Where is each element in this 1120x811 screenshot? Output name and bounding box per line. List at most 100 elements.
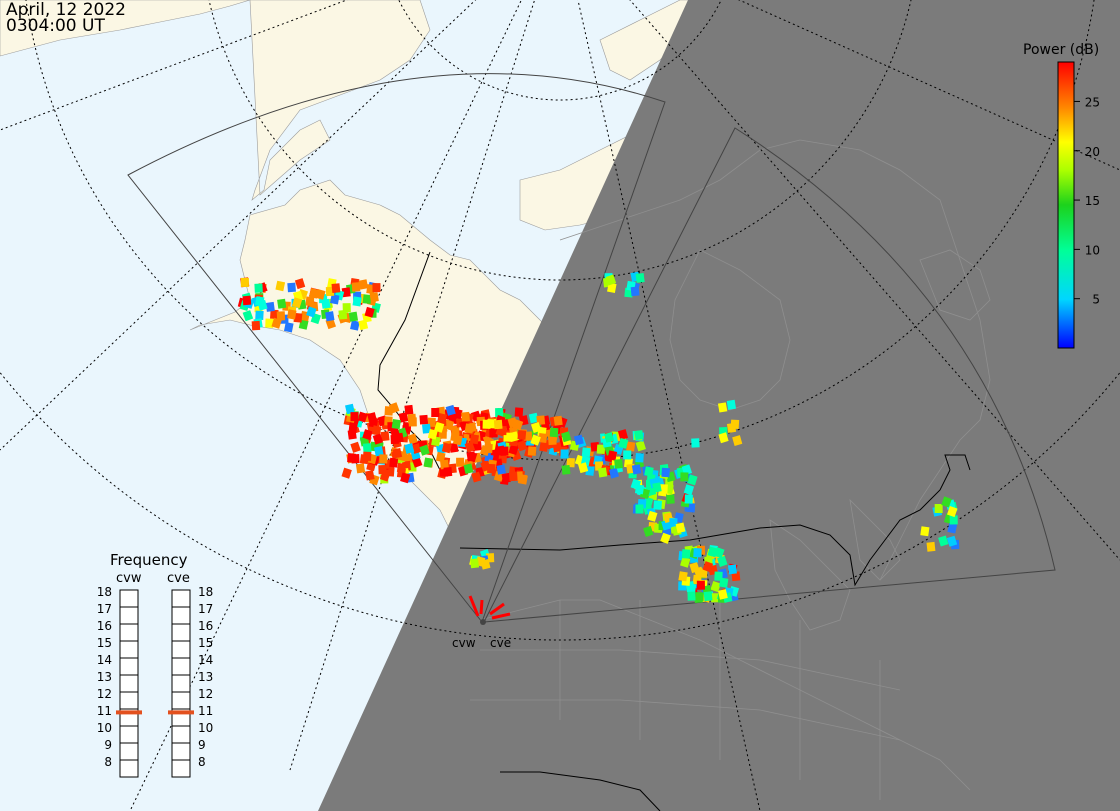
radar-echo (379, 454, 388, 464)
radar-echo (396, 462, 407, 473)
radar-echo (512, 419, 524, 431)
radar-echo (362, 294, 372, 305)
siberia-landmass (0, 0, 251, 57)
radar-echo (680, 472, 689, 482)
radar-echo (321, 298, 331, 309)
frequency-marker (116, 710, 142, 715)
radar-echo (350, 441, 361, 453)
power-colorbar: Power (dB) 25 20 15 10 5 (1023, 42, 1100, 349)
radar-echo (331, 283, 341, 293)
arctic-coast (249, 0, 431, 201)
radar-echo (547, 435, 557, 446)
frequency-title: Frequency (110, 551, 188, 569)
radar-echo (509, 471, 518, 482)
radar-echo (362, 429, 373, 441)
radar-echo (717, 555, 728, 567)
radar-echo (514, 407, 524, 417)
radar-echo (703, 591, 713, 602)
radar-echo (265, 318, 274, 328)
radar-echo (315, 289, 326, 300)
frequency-marker (168, 710, 194, 715)
radar-echo (276, 311, 286, 321)
radar-echo (419, 414, 429, 425)
frequency-level-label: 10 (97, 721, 112, 735)
radar-echo (374, 445, 384, 457)
radar-echo (325, 311, 335, 322)
radar-echo (604, 432, 615, 443)
radar-echo (369, 292, 379, 303)
radar-echo (380, 431, 390, 442)
radar-echo (607, 282, 617, 294)
radar-echo (710, 581, 721, 593)
radar-echo (630, 286, 640, 297)
radar-echo (452, 408, 463, 420)
colorbar-tick-label: 5 (1092, 293, 1100, 307)
radar-echo (946, 535, 958, 547)
radar-echo (647, 510, 658, 522)
radar-echo (358, 279, 369, 290)
frequency-level-label: 12 (198, 687, 213, 701)
radar-echo (471, 471, 482, 483)
frequency-level-label: 17 (198, 602, 213, 616)
radar-echo (678, 571, 688, 582)
radar-echo (578, 462, 589, 474)
frequency-level-label: 8 (104, 755, 112, 769)
radar-echo (388, 402, 400, 414)
radar-echo (561, 431, 572, 443)
radar-echo (696, 580, 706, 590)
radar-echo (527, 446, 537, 456)
radar-echo (362, 451, 372, 462)
radar-echo (467, 451, 478, 463)
radar-echo (675, 522, 686, 534)
radar-echo (404, 404, 414, 415)
frequency-level-label: 11 (97, 704, 112, 718)
radar-echo (392, 447, 403, 459)
radar-echo (717, 589, 728, 600)
radar-echo (456, 457, 465, 467)
radar-echo (306, 306, 317, 318)
frequency-radar-label-cve: cve (167, 571, 190, 586)
radar-echo (443, 466, 453, 477)
radar-echo (427, 429, 438, 440)
radar-echo (441, 442, 452, 454)
radar-echo (341, 287, 351, 298)
radar-echo (434, 421, 445, 433)
radar-echo (635, 504, 644, 514)
frequency-level-label: 15 (198, 636, 213, 650)
radar-echo (464, 423, 474, 434)
radar-echo (330, 294, 340, 305)
radar-echo (404, 443, 415, 454)
radar-echo (623, 450, 632, 460)
radar-echo (630, 478, 642, 490)
radar-echo (596, 444, 606, 454)
radar-echo (635, 273, 645, 283)
frequency-level-label: 8 (198, 755, 206, 769)
frequency-ladder (119, 589, 139, 778)
radar-echo (718, 432, 729, 444)
radar-echo (435, 451, 446, 463)
radar-echo (371, 425, 382, 436)
radar-echo (345, 403, 355, 415)
radar-echo (702, 561, 714, 573)
us-mexico-border (500, 771, 661, 811)
radar-echo (681, 549, 691, 559)
radar-echo (560, 449, 569, 459)
colorbar-ticks: 25 20 15 10 5 (1074, 95, 1100, 307)
radar-echo (661, 467, 670, 478)
radar-echo (635, 440, 646, 452)
radar-echoes (237, 271, 960, 604)
radar-echo (277, 298, 287, 309)
radar-echo (293, 312, 303, 323)
radar-echo (553, 415, 563, 426)
radar-echo (487, 463, 496, 474)
radar-echo (242, 295, 252, 306)
radar-echo (482, 434, 494, 446)
frequency-level-label: 16 (97, 619, 112, 633)
radar-echo (440, 459, 449, 470)
radar-echo (530, 422, 542, 434)
radar-echo (634, 430, 644, 441)
time-label: 0304:00 UT (6, 16, 105, 36)
station-beams (468, 595, 511, 620)
frequency-ladder (171, 589, 191, 778)
